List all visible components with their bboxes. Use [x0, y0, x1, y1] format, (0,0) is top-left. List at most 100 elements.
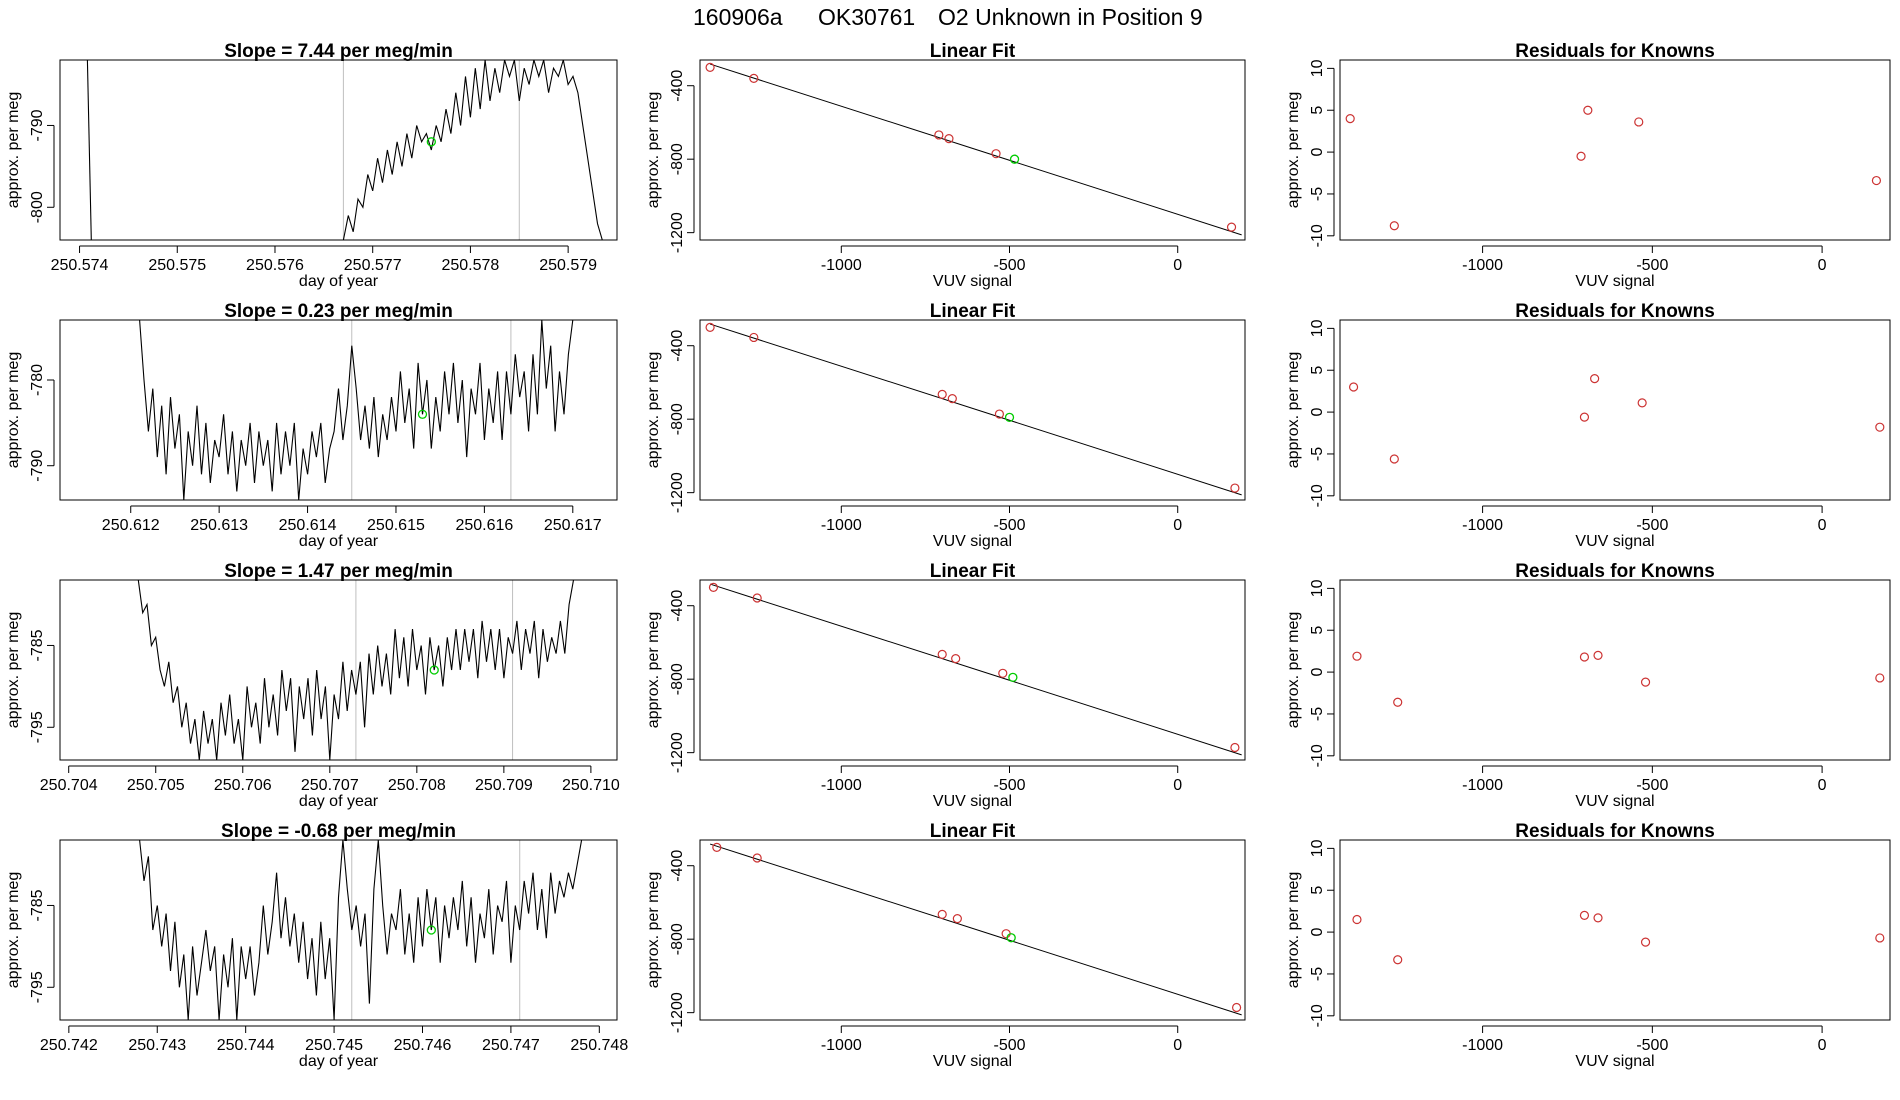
x-tick-label: -1000: [821, 257, 862, 274]
x-axis-label: VUV signal: [933, 793, 1012, 810]
x-tick-label: 250.710: [562, 777, 620, 794]
known-point: [1590, 374, 1600, 384]
panel-r4-c1: Slope = -0.68 per meg/min 250.742 250.743 2…: [5, 821, 628, 1070]
x-tick-label: 0: [1173, 777, 1182, 794]
panel-title: Residuals for Knowns: [1515, 301, 1715, 322]
x-tick-label: 250.612: [102, 517, 160, 534]
y-axis-label: approx. per meg: [1285, 352, 1302, 469]
x-tick-label: 250.614: [279, 517, 337, 534]
y-axis-label: approx. per meg: [645, 612, 662, 729]
known-point: [1875, 933, 1885, 943]
plot-frame: [1339, 839, 1891, 1021]
known-point: [705, 62, 715, 72]
y-tick-label: 10: [1309, 579, 1326, 597]
unknown-point: [426, 137, 436, 147]
x-tick-label: 250.706: [214, 777, 272, 794]
x-tick-label: 250.707: [301, 777, 359, 794]
panel-r1-c1: Slope = 7.44 per meg/min 250.574 250.575 25…: [5, 41, 618, 290]
known-point: [712, 842, 722, 852]
known-point: [951, 654, 961, 664]
x-tick-label: -1000: [821, 1037, 862, 1054]
title-date: 160906a: [693, 4, 783, 30]
y-tick-label: 10: [1309, 839, 1326, 857]
plot-area: [1345, 105, 1882, 231]
panel-title: Slope = -0.68 per meg/min: [221, 821, 456, 842]
y-tick-label: 5: [1309, 886, 1326, 895]
plot-area: [139, 320, 574, 500]
x-tick-label: 0: [1818, 517, 1827, 534]
known-point: [998, 668, 1008, 678]
y-tick-label: -800: [669, 923, 686, 955]
y-tick-label: -10: [1309, 744, 1326, 767]
y-tick-label: 5: [1309, 366, 1326, 375]
known-point: [1348, 382, 1359, 392]
y-tick-label: -790: [29, 450, 46, 482]
y-tick-label: 5: [1309, 106, 1326, 115]
x-tick-label: 250.613: [190, 517, 248, 534]
plot-area: [86, 60, 603, 240]
unknown-point: [429, 665, 439, 675]
data-trace-line: [137, 580, 575, 760]
plot-area: [708, 582, 1242, 756]
known-point: [1640, 937, 1651, 947]
known-point: [1579, 910, 1590, 920]
known-point: [1579, 652, 1590, 662]
x-tick-label: 250.743: [128, 1037, 186, 1054]
known-point: [1226, 222, 1237, 232]
y-axis-label: approx. per meg: [645, 352, 662, 469]
x-tick-label: 250.742: [40, 1037, 98, 1054]
y-axis-label: approx. per meg: [5, 612, 22, 729]
plot-frame: [59, 839, 618, 1021]
y-axis-label: approx. per meg: [1285, 612, 1302, 729]
x-tick-label: 250.705: [127, 777, 185, 794]
known-point: [1875, 673, 1885, 683]
y-axis-label: approx. per meg: [645, 872, 662, 989]
x-axis-label: VUV signal: [933, 1053, 1012, 1070]
known-point: [1352, 651, 1362, 661]
plot-frame: [699, 839, 1246, 1021]
y-tick-label: -800: [669, 143, 686, 175]
plot-frame: [59, 319, 618, 501]
x-tick-label: -500: [993, 1037, 1025, 1054]
y-axis-label: approx. per meg: [645, 92, 662, 209]
x-tick-label: -1000: [1462, 257, 1503, 274]
known-point: [1875, 422, 1885, 432]
x-tick-label: 0: [1818, 257, 1827, 274]
x-axis-label: VUV signal: [933, 273, 1012, 290]
y-tick-label: -400: [669, 70, 686, 102]
x-tick-label: 250.574: [51, 257, 109, 274]
x-tick-label: 250.704: [40, 777, 98, 794]
x-tick-label: 250.576: [246, 257, 304, 274]
x-tick-label: 250.579: [539, 257, 597, 274]
known-point: [994, 409, 1005, 419]
y-tick-label: -785: [29, 629, 46, 661]
unknown-point: [1006, 933, 1016, 943]
fit-line: [709, 63, 1242, 236]
known-point: [1389, 221, 1399, 231]
fit-line: [709, 843, 1242, 1016]
known-point: [1583, 105, 1593, 115]
known-point: [1231, 1002, 1242, 1013]
known-point: [1593, 913, 1603, 923]
known-point: [1576, 151, 1586, 161]
data-trace-line: [342, 60, 603, 240]
y-tick-label: 10: [1309, 59, 1326, 77]
plot-frame: [1339, 579, 1891, 761]
plot-area: [705, 322, 1242, 496]
panel-r2-c1: Slope = 0.23 per meg/min 250.612 250.613 25…: [5, 301, 618, 550]
known-point: [934, 130, 944, 140]
plot-frame: [1339, 319, 1891, 501]
figure-title: 160906a OK30761 O2 Unknown in Position 9: [693, 4, 1203, 30]
known-point: [708, 582, 719, 592]
y-tick-label: 0: [1309, 928, 1326, 937]
plot-area: [1352, 650, 1885, 707]
panel-grid: Slope = 7.44 per meg/min 250.574 250.575 25…: [5, 41, 1891, 1070]
unknown-point: [1004, 412, 1015, 422]
x-tick-label: 250.617: [544, 517, 602, 534]
x-tick-label: -1000: [821, 517, 862, 534]
plot-area: [1352, 910, 1885, 965]
panel-title: Slope = 1.47 per meg/min: [224, 561, 453, 582]
x-tick-label: -500: [1636, 517, 1668, 534]
known-point: [1389, 454, 1399, 464]
